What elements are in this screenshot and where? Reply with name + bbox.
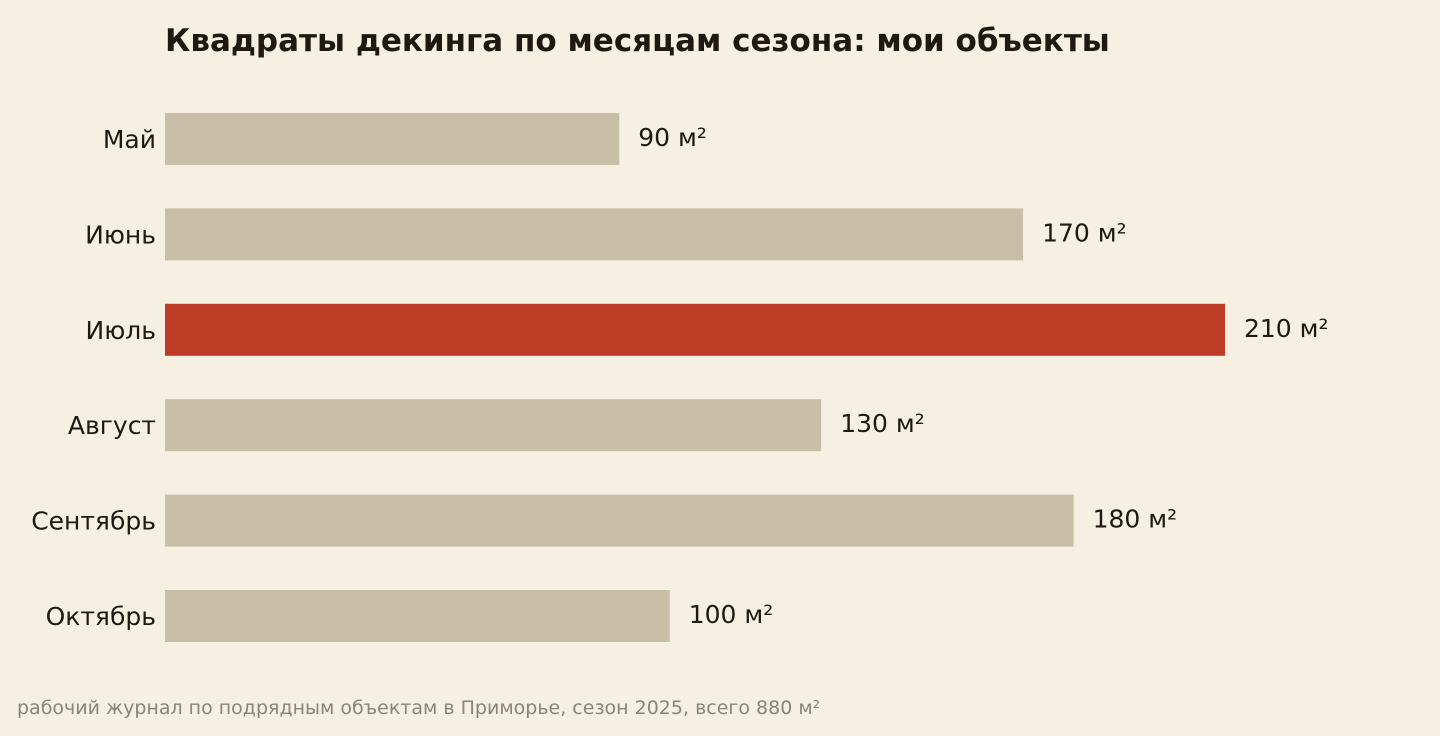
bar-5	[165, 494, 1074, 547]
value-label: 100 м²	[689, 600, 774, 629]
bar-4	[165, 399, 822, 452]
chart-title: Квадраты декинга по месяцам сезона: мои …	[165, 23, 1110, 59]
category-label: Сентябрь	[31, 507, 156, 536]
category-label: Октябрь	[46, 602, 156, 631]
category-label: Август	[68, 411, 156, 440]
value-label: 210 м²	[1244, 314, 1329, 343]
value-label: 130 м²	[840, 409, 925, 438]
category-label: Июль	[86, 316, 156, 345]
bars-group: Май 90 м² Июнь 170 м² Июль 210 м² Август 130 м²…	[31, 113, 1329, 642]
value-label: 170 м²	[1042, 218, 1127, 247]
category-label: Июнь	[85, 220, 156, 249]
value-label: 180 м²	[1093, 505, 1178, 534]
bar-6	[165, 590, 670, 642]
chart-caption: рабочий журнал по подрядным объектам в П…	[17, 697, 820, 719]
bar-3	[165, 303, 1225, 356]
category-label: Май	[103, 125, 156, 154]
bar-1	[165, 113, 620, 165]
bar-2	[165, 208, 1024, 261]
value-label: 90 м²	[638, 123, 707, 152]
